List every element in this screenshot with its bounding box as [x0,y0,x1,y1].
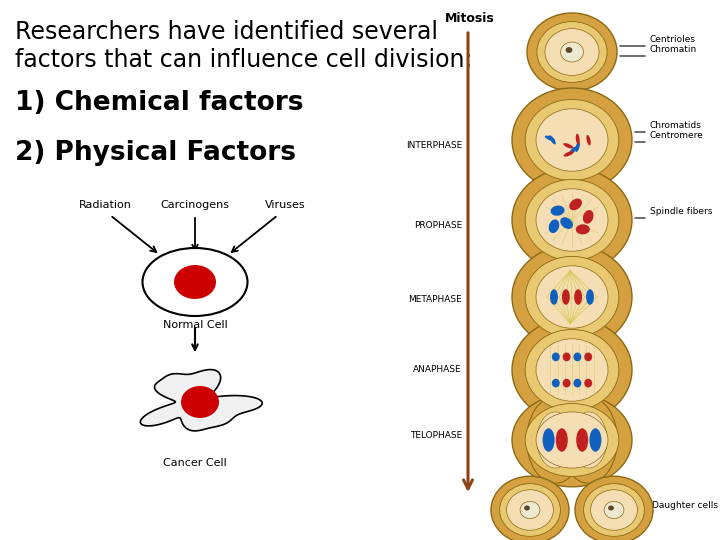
Text: Radiation: Radiation [78,200,132,210]
Ellipse shape [584,353,592,361]
Ellipse shape [550,289,558,305]
Ellipse shape [576,224,590,234]
Text: Viruses: Viruses [265,200,305,210]
Ellipse shape [584,484,644,536]
Ellipse shape [564,151,574,157]
Ellipse shape [549,219,559,233]
Ellipse shape [586,135,590,145]
Ellipse shape [563,143,573,148]
Ellipse shape [536,412,608,468]
Ellipse shape [552,379,559,388]
Ellipse shape [583,210,593,224]
Ellipse shape [525,256,618,338]
Ellipse shape [575,141,580,152]
Ellipse shape [491,476,569,540]
Ellipse shape [552,353,559,361]
Text: Researchers have identified several: Researchers have identified several [15,20,438,44]
Text: TELOPHASE: TELOPHASE [410,430,462,440]
Ellipse shape [573,353,581,361]
Text: factors that can influence cell division:: factors that can influence cell division… [15,48,472,72]
Text: Mitosis: Mitosis [445,12,495,25]
Text: Normal Cell: Normal Cell [163,320,228,330]
Ellipse shape [512,168,632,272]
Text: Chromatids: Chromatids [650,121,702,130]
Ellipse shape [536,339,608,401]
Ellipse shape [590,490,637,530]
Ellipse shape [181,386,219,418]
Ellipse shape [512,245,632,349]
Text: 1) Chemical factors: 1) Chemical factors [15,90,304,116]
Text: INTERPHASE: INTERPHASE [406,140,462,150]
Text: METAPHASE: METAPHASE [408,295,462,305]
Ellipse shape [536,189,608,251]
Ellipse shape [524,505,530,510]
Text: ANAPHASE: ANAPHASE [413,366,462,375]
Ellipse shape [525,99,618,180]
Ellipse shape [545,136,555,141]
Ellipse shape [570,199,582,210]
Ellipse shape [584,379,592,388]
Text: Spindle fibers: Spindle fibers [650,207,712,216]
Ellipse shape [174,265,216,299]
Ellipse shape [562,289,570,305]
Ellipse shape [562,379,570,388]
Text: Centromere: Centromere [650,131,703,140]
Ellipse shape [576,428,588,451]
Ellipse shape [575,476,653,540]
Ellipse shape [500,484,560,536]
Ellipse shape [586,289,594,305]
Ellipse shape [537,412,573,468]
Ellipse shape [561,42,583,62]
Ellipse shape [143,248,248,316]
Ellipse shape [574,289,582,305]
Ellipse shape [525,179,618,261]
Ellipse shape [537,22,607,83]
Ellipse shape [560,217,573,229]
Ellipse shape [569,146,577,155]
Ellipse shape [545,29,599,76]
Ellipse shape [562,353,570,361]
Ellipse shape [525,403,618,476]
Ellipse shape [560,397,617,483]
Text: Carcinogens: Carcinogens [161,200,230,210]
Polygon shape [140,369,262,431]
Ellipse shape [590,428,601,451]
Text: Cancer Cell: Cancer Cell [163,458,227,468]
Ellipse shape [543,428,554,451]
Ellipse shape [520,501,540,518]
Text: Chromatin: Chromatin [650,45,697,54]
Ellipse shape [525,329,618,410]
Ellipse shape [527,13,617,91]
Ellipse shape [573,379,581,388]
Ellipse shape [512,88,632,192]
Ellipse shape [576,133,580,144]
Text: Daughter cells: Daughter cells [652,501,718,510]
Ellipse shape [507,490,554,530]
Ellipse shape [566,47,572,53]
Ellipse shape [527,397,584,483]
Ellipse shape [536,109,608,171]
Ellipse shape [549,135,556,144]
Text: Centrioles: Centrioles [650,35,696,44]
Ellipse shape [571,412,607,468]
Ellipse shape [604,501,624,518]
Ellipse shape [551,206,564,216]
Text: 2) Physical Factors: 2) Physical Factors [15,140,296,166]
Ellipse shape [512,318,632,422]
Ellipse shape [608,505,614,510]
Ellipse shape [536,266,608,328]
Ellipse shape [556,428,568,451]
Ellipse shape [512,393,632,487]
Text: PROPHASE: PROPHASE [414,220,462,230]
